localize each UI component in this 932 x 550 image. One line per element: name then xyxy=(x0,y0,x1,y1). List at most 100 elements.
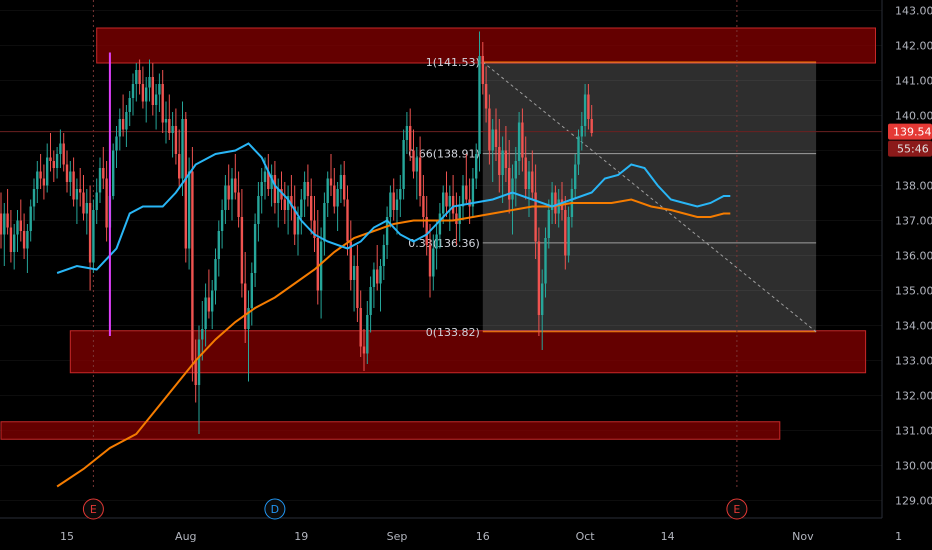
y-tick-label: 130.00 xyxy=(895,460,932,473)
candle-body xyxy=(171,126,174,133)
candle xyxy=(273,161,277,214)
y-tick-label: 131.00 xyxy=(895,425,932,438)
candle-body xyxy=(362,346,366,354)
candle xyxy=(504,126,508,182)
candle-body xyxy=(531,171,534,193)
candle-body xyxy=(478,56,481,154)
candle xyxy=(491,119,494,182)
candle xyxy=(237,171,240,228)
candle-body xyxy=(356,266,359,308)
candle xyxy=(577,129,580,175)
candle-body xyxy=(217,231,220,259)
candle xyxy=(138,59,141,95)
candle xyxy=(121,94,125,137)
candle xyxy=(178,129,181,189)
candle xyxy=(174,108,178,165)
candle xyxy=(415,147,418,200)
candle-body xyxy=(352,266,356,280)
candle-body xyxy=(178,154,181,179)
candle xyxy=(194,339,197,403)
candle xyxy=(92,199,95,273)
candle xyxy=(181,101,184,196)
candle-body xyxy=(451,196,455,214)
candle-body xyxy=(227,185,230,200)
candle xyxy=(16,210,19,252)
last-price-badge xyxy=(888,123,932,140)
candle-body xyxy=(115,136,118,151)
candle xyxy=(382,234,385,280)
candle-body xyxy=(105,178,108,228)
candle-body xyxy=(286,196,290,210)
candle-body xyxy=(277,189,280,203)
candle-body xyxy=(385,217,389,245)
candle xyxy=(484,66,488,123)
candle-body xyxy=(494,129,498,147)
candle xyxy=(293,185,296,245)
candle xyxy=(217,220,220,277)
candle xyxy=(547,199,550,249)
candle xyxy=(39,154,42,189)
candle xyxy=(102,147,105,189)
candle xyxy=(32,178,36,221)
candle-body xyxy=(72,171,75,200)
candle xyxy=(151,63,154,116)
candle-body xyxy=(187,171,191,249)
candle xyxy=(55,147,59,179)
y-tick-label: 140.00 xyxy=(895,110,932,123)
candle xyxy=(333,168,336,214)
moving-average-slow xyxy=(56,198,731,488)
candle xyxy=(118,108,121,151)
x-tick-label: Oct xyxy=(576,530,596,543)
candle xyxy=(191,147,194,382)
candle-body xyxy=(194,360,197,385)
candle-body xyxy=(372,269,376,287)
candle xyxy=(197,325,201,434)
candle-body xyxy=(26,231,29,249)
candle xyxy=(508,140,511,214)
candle-body xyxy=(511,178,514,200)
candle-body xyxy=(389,192,392,217)
y-tick-label: 138.00 xyxy=(895,180,932,193)
candle-body xyxy=(46,157,49,186)
candle-body xyxy=(161,84,164,123)
candle-body xyxy=(521,122,524,158)
event-symbol: E xyxy=(733,503,740,516)
candle-body xyxy=(69,171,72,182)
candle-body xyxy=(554,192,557,214)
candle xyxy=(207,269,211,319)
candle xyxy=(230,168,234,221)
candle-body xyxy=(590,119,593,133)
zone-lower-support xyxy=(0,421,781,440)
candle-body xyxy=(465,185,468,200)
candle xyxy=(316,210,319,305)
candle-body xyxy=(263,171,267,182)
y-tick-label: 142.00 xyxy=(895,40,932,53)
x-tick-label: Sep xyxy=(387,530,408,543)
candle-body xyxy=(293,206,296,235)
candle-body xyxy=(92,210,95,263)
candle xyxy=(145,77,148,123)
candle-body xyxy=(544,238,547,284)
candle-body xyxy=(409,126,412,151)
candle xyxy=(359,290,362,357)
candle-body xyxy=(79,189,82,193)
candle-body xyxy=(29,206,32,231)
candle-body xyxy=(184,119,187,249)
candle-body xyxy=(191,171,194,361)
candle xyxy=(257,182,260,242)
candle xyxy=(253,213,257,287)
candle xyxy=(448,185,451,231)
candle-body xyxy=(567,217,570,256)
candle xyxy=(187,157,191,270)
candle xyxy=(0,192,3,249)
candle-body xyxy=(376,269,379,284)
x-tick-label: 19 xyxy=(294,530,308,543)
candle-body xyxy=(333,185,336,207)
candle xyxy=(105,161,108,242)
candle xyxy=(69,161,72,196)
x-tick-label: Aug xyxy=(175,530,196,543)
candle xyxy=(524,136,527,200)
candle xyxy=(471,168,475,217)
candle-body xyxy=(323,203,326,242)
